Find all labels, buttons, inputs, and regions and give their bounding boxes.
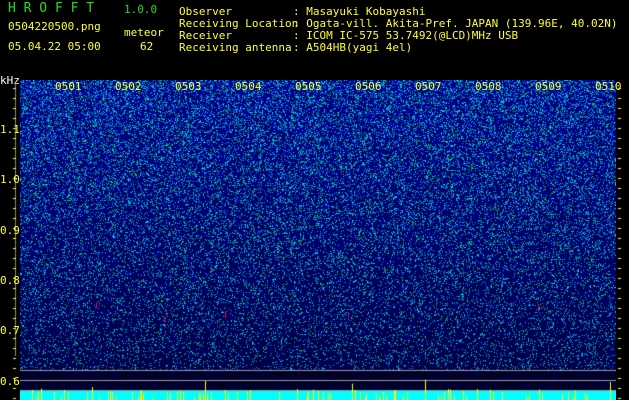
- time-label: 0506: [355, 80, 382, 93]
- y-tick-label: 0.9: [0, 223, 20, 237]
- y-unit-label: kHz: [0, 74, 20, 87]
- app-title: H R O F F T: [8, 1, 95, 16]
- time-label: 0508: [475, 80, 502, 93]
- spectrogram-canvas: [20, 80, 616, 400]
- time-label: 0507: [415, 80, 442, 93]
- y-tick-label: 0.8: [0, 273, 20, 287]
- time-label: 0501: [55, 80, 82, 93]
- time-label: 0509: [535, 80, 562, 93]
- app-version: 1.0.0: [124, 3, 158, 16]
- time-label: 0504: [235, 80, 262, 93]
- info-value: : A504HB(yagi 4el): [293, 41, 413, 54]
- y-tick-label: 0.7: [0, 324, 20, 338]
- y-tick-label: 0.6: [0, 374, 20, 388]
- y-tick-label: 1.0: [0, 173, 20, 187]
- file-name: 0504220500.png: [8, 20, 101, 33]
- time-label: 0503: [175, 80, 202, 93]
- meteor-label: meteor: [124, 26, 164, 39]
- meteor-count: 62: [140, 40, 154, 53]
- time-label: 0510: [595, 80, 622, 93]
- time-label: 0505: [295, 80, 322, 93]
- datetime: 05.04.22 05:00: [8, 40, 101, 53]
- info-label: Receiving antenna: [179, 41, 292, 54]
- time-label: 0502: [115, 80, 142, 93]
- y-tick-label: 1.1: [0, 123, 20, 136]
